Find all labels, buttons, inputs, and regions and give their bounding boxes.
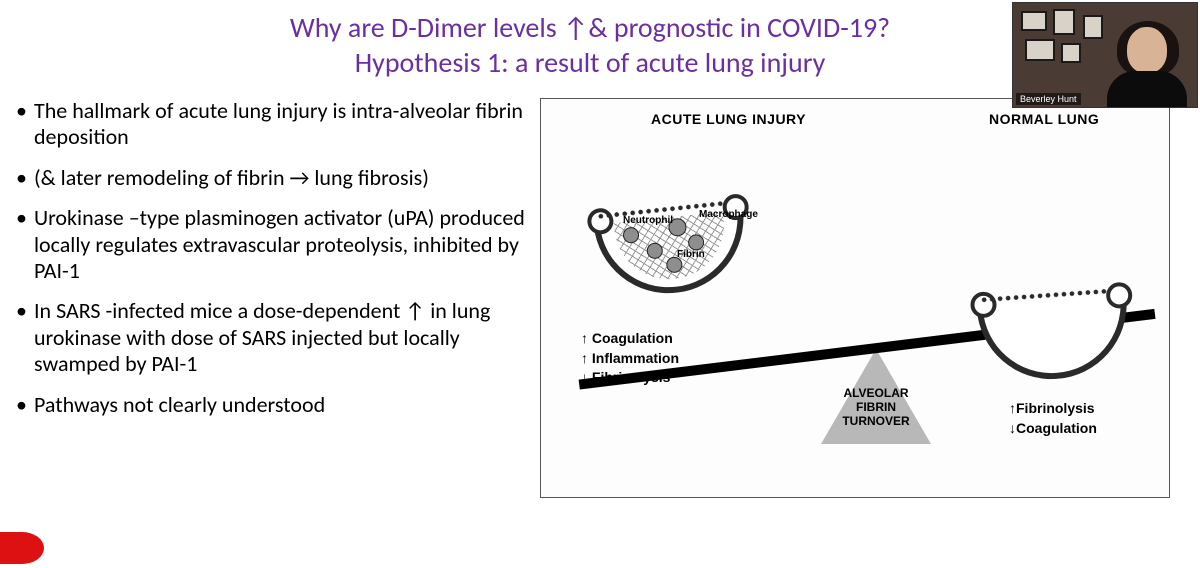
cup-bead-rim [980, 286, 1122, 304]
list-item: ↓ Fibrinolysis [581, 368, 679, 388]
list-item: ↓Coagulation [1009, 419, 1097, 439]
bullet-item: The hallmark of acute lung injury is int… [14, 98, 530, 151]
wall-frame-icon [1021, 11, 1047, 31]
diagram-header-left: ACUTE LUNG INJURY [651, 111, 806, 127]
diagram-header-right: NORMAL LUNG [989, 111, 1099, 127]
bullet-list: The hallmark of acute lung injury is int… [10, 98, 530, 498]
seesaw-diagram: ACUTE LUNG INJURY NORMAL LUNG ALVEOLAR F… [540, 98, 1170, 498]
presenter-name-label: Beverley Hunt [1016, 93, 1081, 105]
title-line-2: Hypothesis 1: a result of acute lung inj… [70, 45, 1110, 80]
right-factor-list: ↑Fibrinolysis ↓Coagulation [1009, 399, 1097, 438]
wall-frame-icon [1053, 9, 1075, 35]
wall-frame-icon [1025, 39, 1055, 61]
alveolus-normal-icon [976, 292, 1131, 384]
presenter-video-tile[interactable]: Beverley Hunt [1012, 2, 1198, 108]
head-shape [1127, 27, 1167, 73]
body-shape [1107, 71, 1187, 107]
slide-title: Why are D-Dimer levels ↑& prognostic in … [10, 10, 1170, 80]
title-line-1: Why are D-Dimer levels ↑& prognostic in … [70, 10, 1110, 45]
bullet-item: In SARS -infected mice a dose-dependent … [14, 298, 530, 377]
slide: Why are D-Dimer levels ↑& prognostic in … [0, 0, 1200, 568]
macrophage-label: Macrophage [699, 209, 758, 220]
neutrophil-label: Neutrophil [623, 215, 673, 226]
presenter-silhouette-icon [1099, 21, 1189, 107]
fulcrum-label: ALVEOLAR FIBRIN TURNOVER [833, 387, 919, 428]
content-row: The hallmark of acute lung injury is int… [10, 98, 1170, 498]
bullet-item: (& later remodeling of fibrin → lung fib… [14, 165, 530, 191]
fibrin-label: Fibrin [677, 249, 705, 260]
list-item: ↑Fibrinolysis [1009, 399, 1097, 419]
bullet-item: Urokinase –type plasminogen activator (u… [14, 205, 530, 284]
list-item: ↑ Coagulation [581, 329, 679, 349]
list-item: ↑ Inflammation [581, 349, 679, 369]
wall-frame-icon [1061, 43, 1081, 63]
bullet-item: Pathways not clearly understood [14, 392, 530, 418]
corner-graphic-icon [0, 532, 44, 564]
left-factor-list: ↑ Coagulation ↑ Inflammation ↓ Fibrinoly… [581, 329, 679, 388]
